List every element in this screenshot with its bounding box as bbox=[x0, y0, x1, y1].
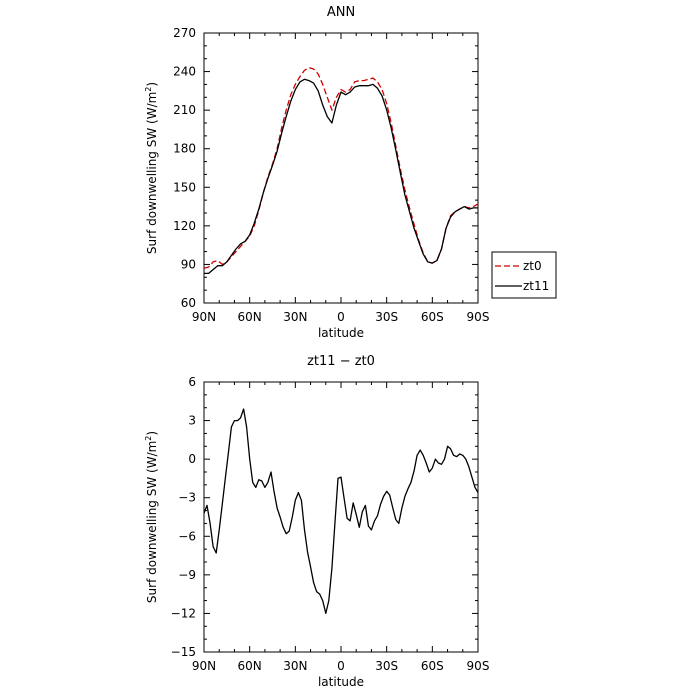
x-tick-label: 60N bbox=[238, 310, 262, 324]
x-tick-label: 0 bbox=[337, 659, 345, 673]
x-tick-label: 90N bbox=[192, 659, 216, 673]
legend-box bbox=[491, 251, 557, 299]
y-tick-label: 60 bbox=[181, 296, 196, 310]
y-axis-label-main: Surf downwelling SW (W/m bbox=[145, 92, 159, 254]
x-tick-label: 60N bbox=[238, 659, 262, 673]
y-tick-label: 180 bbox=[173, 142, 196, 156]
y-axis-label: Surf downwelling SW (W/m2) bbox=[144, 431, 159, 603]
y-tick-label: −6 bbox=[178, 529, 196, 543]
y-tick-label: 6 bbox=[188, 375, 196, 389]
x-tick-label: 90S bbox=[467, 659, 490, 673]
chart-panel-1: 90N 60N 30N 0 30S 60S 90S 60 90 120 150 180 210 240 27… bbox=[144, 5, 557, 340]
y-axis-label-tail: ) bbox=[145, 431, 159, 436]
y-tick-label: −15 bbox=[171, 645, 196, 659]
x-tick-label: 90N bbox=[192, 310, 216, 324]
y-tick-label: 0 bbox=[188, 452, 196, 466]
y-axis-label-sup: 2 bbox=[144, 436, 153, 441]
y-tick-label: 120 bbox=[173, 219, 196, 233]
y-axis-label-tail: ) bbox=[145, 82, 159, 87]
x-tick-label: 60S bbox=[421, 310, 444, 324]
chart-title: zt11 − zt0 bbox=[307, 354, 375, 369]
x-tick-label: 90S bbox=[467, 310, 490, 324]
x-tick-label: 30N bbox=[283, 310, 307, 324]
x-tick-label: 0 bbox=[337, 310, 345, 324]
y-tick-label: 90 bbox=[181, 257, 196, 271]
plot-frame bbox=[203, 32, 479, 304]
series-line-diff-1 bbox=[203, 408, 479, 615]
x-tick-label: 30S bbox=[375, 310, 398, 324]
y-axis-label: Surf downwelling SW (W/m2) bbox=[144, 82, 159, 254]
chart-panel-2: 90N 60N 30N 0 30S 60S 90S −15 −12 −9 −6 −3 0 3 6 zt11 −… bbox=[144, 354, 489, 689]
series-line-zt11 bbox=[204, 78, 478, 275]
y-axis-label-sup: 2 bbox=[144, 87, 153, 92]
x-axis-label: latitude bbox=[318, 675, 364, 689]
chart-title: ANN bbox=[327, 5, 355, 20]
y-tick-label: −12 bbox=[171, 606, 196, 620]
y-tick-label: 210 bbox=[173, 103, 196, 117]
x-tick-label: 60S bbox=[421, 659, 444, 673]
y-tick-label: −9 bbox=[178, 568, 196, 582]
x-tick-label: 30N bbox=[283, 659, 307, 673]
y-tick-label: −3 bbox=[178, 491, 196, 505]
y-tick-label: 240 bbox=[173, 65, 196, 79]
legend: zt0 zt11 bbox=[491, 251, 557, 299]
y-tick-label: 3 bbox=[188, 414, 196, 428]
series-line-zt0 bbox=[203, 67, 479, 269]
y-axis-label-main: Surf downwelling SW (W/m bbox=[145, 441, 159, 603]
x-axis-label: latitude bbox=[318, 326, 364, 340]
plot-frame bbox=[203, 381, 479, 653]
y-tick-label: 150 bbox=[173, 180, 196, 194]
x-tick-label: 30S bbox=[375, 659, 398, 673]
legend-label-zt0: zt0 bbox=[523, 259, 542, 273]
legend-label-zt11: zt11 bbox=[523, 279, 549, 293]
y-tick-label: 270 bbox=[173, 26, 196, 40]
